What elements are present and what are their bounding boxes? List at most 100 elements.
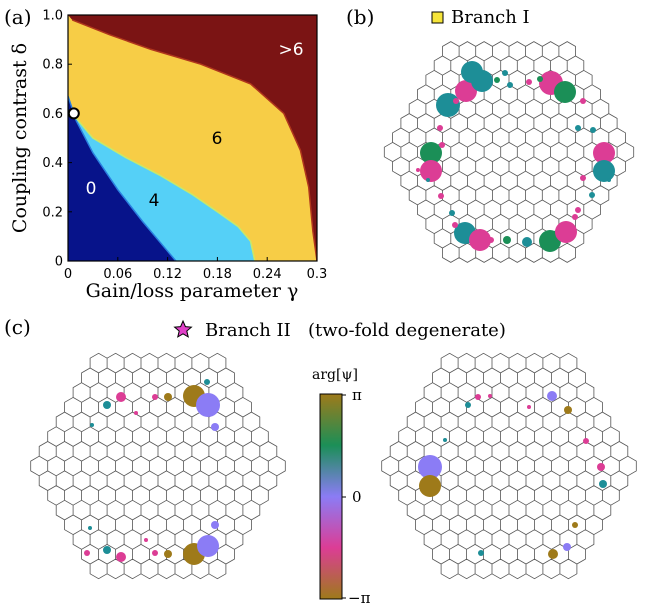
branch-ii-star-icon bbox=[173, 319, 193, 338]
region-label-gt6: >6 bbox=[278, 40, 303, 60]
amplitude-dot bbox=[418, 455, 442, 479]
plot-frame bbox=[67, 14, 318, 262]
amplitude-dot bbox=[572, 214, 578, 220]
y-tick-label: 0.6 bbox=[42, 107, 63, 122]
amplitude-dot bbox=[597, 463, 605, 471]
amplitude-dot bbox=[420, 160, 442, 182]
phase-diagram: 0 0.06 0.12 0.18 0.24 0.3 0 0.2 0.4 0.6 0.8 1.0 0 4… bbox=[9, 9, 327, 303]
panel-label-a: (a) bbox=[4, 5, 32, 29]
amplitude-dot bbox=[503, 236, 511, 244]
y-tick-label: 0.2 bbox=[42, 205, 63, 220]
amplitude-dot bbox=[563, 543, 571, 551]
amplitude-dot bbox=[526, 79, 532, 85]
amplitude-dot bbox=[465, 402, 471, 408]
amplitude-dot bbox=[416, 168, 420, 172]
x-tick-label: 0.06 bbox=[103, 267, 132, 282]
branch-ii-label: Branch II (two-fold degenerate) bbox=[205, 320, 506, 341]
amplitude-dot bbox=[152, 394, 158, 400]
amplitude-dot bbox=[593, 160, 615, 182]
colorbar-bottom-label: −π bbox=[348, 589, 371, 605]
lattice-branch-ii-right bbox=[381, 352, 637, 580]
y-tick-label: 0 bbox=[55, 255, 63, 270]
amplitude-dot bbox=[488, 237, 494, 243]
amplitude-dot bbox=[196, 393, 220, 417]
amplitude-dot bbox=[420, 142, 442, 164]
amplitude-dot bbox=[554, 81, 576, 103]
boundary-six-region-edge bbox=[71, 19, 317, 261]
amplitude-dot bbox=[144, 538, 148, 542]
marked-point bbox=[67, 107, 80, 120]
y-axis-label: Coupling contrast δ bbox=[9, 43, 31, 233]
honeycomb-cells bbox=[381, 352, 637, 580]
colorbar-title: arg[ψ] bbox=[312, 367, 358, 383]
branch-i-label: Branch I bbox=[451, 7, 530, 28]
amplitude-dot bbox=[197, 535, 219, 557]
panel-label-c: (c) bbox=[4, 315, 31, 339]
amplitude-dot bbox=[593, 142, 615, 164]
amplitude-dot bbox=[164, 393, 172, 401]
amplitude-dot bbox=[90, 423, 94, 427]
amplitude-dot bbox=[419, 475, 441, 497]
amplitude-dot bbox=[452, 222, 458, 228]
amplitude-dot bbox=[478, 550, 484, 556]
amplitude-dot bbox=[455, 80, 477, 102]
amplitude-dot bbox=[548, 549, 558, 559]
amplitude-dot bbox=[103, 546, 111, 554]
amplitude-dot bbox=[426, 178, 430, 182]
x-tick-label: 0.3 bbox=[307, 267, 328, 282]
y-tick-label: 0.4 bbox=[42, 156, 63, 171]
amplitude-dot bbox=[204, 379, 210, 385]
amplitude-dot bbox=[437, 125, 443, 131]
amplitude-dot bbox=[507, 82, 513, 88]
colorbar-mid-label: 0 bbox=[352, 488, 362, 506]
amplitude-dot bbox=[103, 401, 111, 409]
region-label-4: 4 bbox=[149, 191, 160, 211]
y-tick-label: 1.0 bbox=[42, 9, 63, 24]
colorbar-top-label: π bbox=[352, 386, 362, 404]
amplitude-dot bbox=[590, 127, 596, 133]
amplitude-dot bbox=[547, 391, 557, 401]
amplitude-dot bbox=[116, 552, 126, 562]
amplitude-dot bbox=[84, 550, 90, 556]
lattice-branch-ii-left bbox=[30, 352, 286, 580]
y-tick-label: 0.8 bbox=[42, 58, 63, 73]
amplitude-dot bbox=[564, 406, 572, 414]
boundary-four-region-edge bbox=[71, 112, 256, 261]
amplitude-dot bbox=[537, 76, 543, 82]
boundary-zero-region-edge bbox=[68, 95, 177, 261]
amplitude-dot bbox=[164, 550, 172, 558]
region-0 bbox=[68, 96, 176, 261]
x-tick-label: 0.24 bbox=[253, 267, 282, 282]
amplitude-dot bbox=[449, 210, 455, 216]
amplitude-dot bbox=[575, 125, 581, 131]
amplitude-dot bbox=[443, 438, 447, 442]
amplitude-dot bbox=[527, 405, 531, 409]
wavefunction-amplitudes bbox=[84, 61, 615, 565]
amplitude-dot bbox=[494, 77, 500, 83]
x-tick-label: 0 bbox=[64, 267, 72, 282]
amplitude-dot bbox=[580, 98, 586, 104]
amplitude-dot bbox=[438, 193, 444, 199]
amplitude-dot bbox=[522, 237, 532, 247]
amplitude-dot bbox=[475, 394, 481, 400]
x-tick-label: 0.12 bbox=[153, 267, 182, 282]
amplitude-dot bbox=[134, 411, 138, 415]
amplitude-dot bbox=[502, 70, 508, 76]
colorbar bbox=[319, 393, 343, 600]
amplitude-dot bbox=[436, 93, 460, 117]
amplitude-dot bbox=[211, 521, 219, 529]
amplitude-dot bbox=[439, 142, 445, 148]
amplitude-dot bbox=[152, 550, 158, 556]
panel-label-b: (b) bbox=[346, 5, 374, 29]
amplitude-dot bbox=[461, 61, 483, 83]
branch-i-marker bbox=[431, 11, 444, 24]
amplitude-dot bbox=[589, 192, 595, 198]
amplitude-dot bbox=[469, 229, 491, 251]
honeycomb-cells bbox=[30, 352, 286, 580]
amplitude-dot bbox=[555, 221, 577, 243]
amplitude-dot bbox=[539, 230, 561, 252]
amplitude-dot bbox=[116, 392, 126, 402]
amplitude-dot bbox=[575, 207, 581, 213]
amplitude-dot bbox=[88, 526, 92, 530]
